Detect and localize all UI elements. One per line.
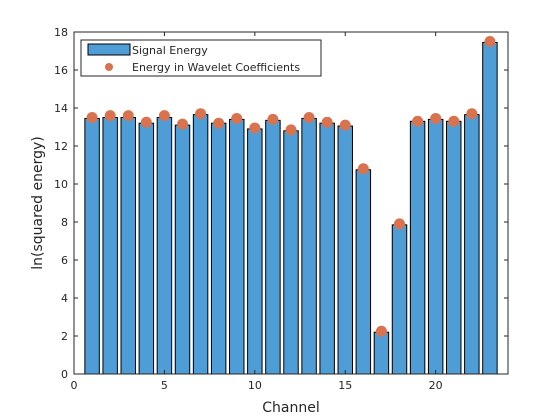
marker-channel-11: [267, 113, 279, 125]
x-tick-label: 20: [429, 379, 443, 392]
y-tick-label: 2: [61, 330, 68, 343]
bar-channel-4: [138, 122, 155, 375]
bar-channel-14: [319, 122, 335, 375]
bar-group: [84, 41, 498, 375]
bar-channel-16: [355, 169, 372, 375]
legend-label-signal-energy: Signal Energy: [132, 44, 208, 57]
marker-channel-13: [303, 112, 315, 123]
marker-channel-19: [412, 115, 424, 127]
y-ticks: 0 2 4 6 8 10 12 14 16 18: [54, 26, 508, 381]
x-tick-label: 5: [161, 379, 168, 392]
bar-channel-18: [391, 224, 408, 375]
x-tick-label: 0: [71, 379, 78, 392]
axes-box: [73, 31, 509, 375]
bar-channel-10: [247, 128, 263, 375]
marker-channel-17: [375, 325, 387, 337]
x-tick-label: 10: [248, 379, 262, 392]
bar-channel-2: [102, 117, 118, 375]
legend-label-wavelet-energy: Energy in Wavelet Coefficients: [132, 61, 300, 74]
bar-channel-12: [283, 130, 299, 375]
bar-channel-22: [464, 114, 480, 375]
bar-channel-1: [84, 117, 100, 375]
y-tick-label: 0: [61, 368, 68, 381]
bar-channel-19: [409, 120, 426, 375]
bar-channel-8: [210, 122, 227, 375]
plot-area: 0 5 10 15 20 0 2 4 6 8 10 12 14 16 18: [54, 26, 509, 392]
marker-channel-10: [249, 122, 261, 134]
marker-channel-6: [177, 118, 188, 130]
marker-channel-16: [357, 163, 369, 175]
marker-channel-21: [448, 115, 460, 127]
bar-channel-20: [427, 118, 444, 375]
bar-channel-21: [446, 120, 462, 375]
marker-group: [86, 36, 496, 337]
y-axis-label: ln(squared energy): [30, 136, 46, 270]
bar-channel-6: [174, 124, 191, 375]
y-tick-label: 12: [54, 140, 68, 153]
legend-swatch-wavelet-energy: [105, 63, 113, 71]
marker-channel-12: [285, 124, 297, 136]
bar-channel-15: [337, 125, 353, 375]
bar-channel-5: [156, 117, 173, 375]
marker-channel-18: [394, 218, 405, 230]
marker-channel-2: [104, 110, 116, 122]
marker-channel-15: [339, 119, 351, 131]
bar-channel-9: [229, 118, 245, 375]
bar-channel-3: [120, 117, 136, 375]
y-tick-label: 6: [61, 254, 68, 267]
marker-channel-3: [122, 110, 134, 122]
y-tick-label: 16: [54, 64, 68, 77]
bar-channel-23: [482, 41, 498, 375]
marker-channel-8: [213, 117, 225, 129]
legend: Signal Energy Energy in Wavelet Coeffici…: [80, 39, 322, 77]
marker-channel-23: [484, 36, 496, 47]
bar-channel-7: [192, 114, 209, 375]
marker-channel-7: [195, 108, 207, 120]
marker-channel-1: [86, 112, 98, 123]
bar-channel-11: [265, 119, 281, 375]
marker-channel-9: [231, 112, 243, 124]
marker-channel-22: [466, 108, 478, 120]
y-tick-label: 14: [54, 102, 68, 115]
legend-swatch-signal-energy: [87, 43, 131, 56]
x-tick-label: 15: [338, 379, 352, 392]
y-tick-label: 8: [61, 216, 68, 229]
y-tick-label: 18: [54, 26, 68, 39]
marker-channel-4: [140, 116, 152, 128]
x-axis-label: Channel: [262, 400, 319, 416]
bar-channel-13: [301, 117, 317, 375]
bar-channel-17: [373, 331, 390, 375]
marker-channel-5: [158, 110, 170, 122]
marker-channel-14: [321, 116, 333, 128]
x-ticks: 0 5 10 15 20: [71, 32, 443, 392]
marker-channel-20: [430, 112, 442, 124]
y-tick-label: 4: [61, 292, 68, 305]
y-tick-label: 10: [54, 178, 68, 191]
